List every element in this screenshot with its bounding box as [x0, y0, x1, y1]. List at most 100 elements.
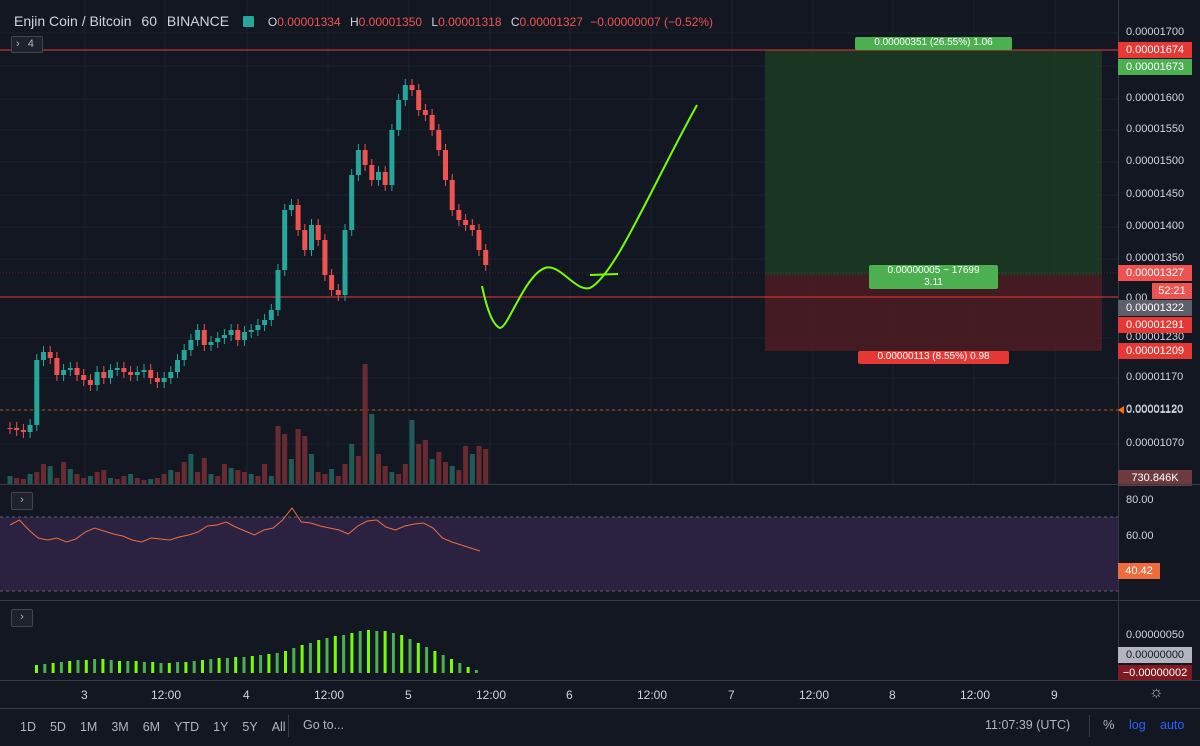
- percent-button[interactable]: %: [1103, 717, 1115, 732]
- candle-body[interactable]: [54, 358, 60, 375]
- candle-body[interactable]: [275, 270, 281, 310]
- symbol-name[interactable]: Enjin Coin / Bitcoin: [14, 13, 132, 29]
- candle-body[interactable]: [456, 210, 462, 220]
- candle-body[interactable]: [255, 325, 261, 330]
- candle-body[interactable]: [463, 220, 469, 225]
- candle-body[interactable]: [235, 330, 241, 340]
- candle-body[interactable]: [128, 372, 134, 375]
- candle-body[interactable]: [74, 368, 80, 375]
- candle-body[interactable]: [369, 165, 375, 180]
- log-button[interactable]: log: [1129, 718, 1146, 732]
- candle-body[interactable]: [389, 130, 395, 185]
- candle-body[interactable]: [436, 130, 442, 150]
- candle-body[interactable]: [282, 210, 288, 270]
- candle-body[interactable]: [141, 370, 147, 372]
- candle-body[interactable]: [248, 330, 254, 332]
- candle-body[interactable]: [342, 230, 348, 295]
- settings-gear-icon[interactable]: ☼: [1149, 684, 1164, 701]
- range-button[interactable]: 1M: [79, 720, 98, 734]
- candle-body[interactable]: [422, 110, 428, 115]
- candle-body[interactable]: [114, 368, 120, 370]
- range-button[interactable]: 5D: [49, 720, 66, 734]
- candle-body[interactable]: [108, 370, 113, 378]
- indicators-toggle[interactable]: › 4: [11, 36, 43, 53]
- rsi-pane[interactable]: ›: [0, 485, 1118, 600]
- goto-button[interactable]: Go to...: [303, 718, 344, 732]
- candle-body[interactable]: [376, 172, 381, 180]
- candle-body[interactable]: [121, 368, 127, 372]
- candle-body[interactable]: [396, 100, 402, 130]
- candle-body[interactable]: [148, 370, 154, 378]
- range-button[interactable]: 1Y: [213, 720, 229, 734]
- candle-body[interactable]: [7, 428, 13, 429]
- profit-label[interactable]: 0.00000351 (26.55%) 1.06: [855, 37, 1012, 50]
- candle-body[interactable]: [449, 180, 455, 210]
- candle-body[interactable]: [483, 250, 489, 265]
- pane-divider[interactable]: [0, 484, 1200, 485]
- interval[interactable]: 60: [141, 13, 157, 29]
- candle-body[interactable]: [41, 352, 46, 360]
- freehand-drawing[interactable]: [481, 104, 698, 330]
- candle-body[interactable]: [27, 425, 33, 432]
- candle-body[interactable]: [429, 115, 435, 130]
- candle-body[interactable]: [288, 205, 294, 210]
- candle-body[interactable]: [409, 85, 415, 90]
- candle-body[interactable]: [215, 338, 221, 342]
- candle-body[interactable]: [309, 225, 314, 250]
- candle-body[interactable]: [355, 150, 361, 175]
- candle-body[interactable]: [81, 375, 87, 380]
- candle-body[interactable]: [67, 368, 73, 370]
- candle-body[interactable]: [175, 360, 180, 372]
- range-button[interactable]: YTD: [174, 720, 200, 734]
- auto-button[interactable]: auto: [1160, 718, 1185, 732]
- candle-body[interactable]: [335, 290, 341, 295]
- candle-body[interactable]: [47, 352, 53, 358]
- candle-body[interactable]: [168, 372, 174, 378]
- clock[interactable]: 11:07:39 (UTC): [985, 718, 1071, 732]
- candle-body[interactable]: [329, 275, 335, 290]
- macd-pane[interactable]: ›: [0, 601, 1118, 680]
- candle-body[interactable]: [14, 428, 20, 430]
- candle-body[interactable]: [20, 430, 26, 432]
- range-button[interactable]: 5Y: [242, 720, 258, 734]
- candle-body[interactable]: [61, 370, 67, 375]
- candle-body[interactable]: [221, 335, 227, 338]
- price-axis[interactable]: [1118, 0, 1200, 680]
- candle-body[interactable]: [362, 150, 368, 165]
- candle-body[interactable]: [101, 372, 107, 378]
- candle-body[interactable]: [469, 225, 475, 230]
- candle-body[interactable]: [161, 378, 167, 382]
- range-button[interactable]: 6M: [142, 720, 161, 734]
- candle-body[interactable]: [262, 320, 268, 325]
- candle-body[interactable]: [268, 310, 274, 320]
- alert-marker-icon[interactable]: [1118, 406, 1124, 414]
- candle-body[interactable]: [443, 150, 448, 180]
- pane-divider-2[interactable]: [0, 600, 1200, 601]
- candle-body[interactable]: [476, 230, 482, 250]
- main-chart-pane[interactable]: Enjin Coin / Bitcoin 60 BINANCE O0.00001…: [0, 0, 1118, 484]
- candle-body[interactable]: [322, 240, 328, 275]
- range-button[interactable]: All: [271, 720, 286, 734]
- entry-label[interactable]: 0.00000005 ~ 17699 3.11: [869, 265, 998, 289]
- candle-body[interactable]: [382, 172, 388, 185]
- macd-toggle[interactable]: ›: [11, 609, 33, 627]
- candle-body[interactable]: [416, 90, 422, 110]
- candle-body[interactable]: [188, 340, 194, 350]
- candle-body[interactable]: [94, 372, 100, 385]
- candle-body[interactable]: [181, 350, 187, 360]
- main-chart-svg[interactable]: [0, 0, 1118, 484]
- rsi-toggle[interactable]: ›: [11, 492, 33, 510]
- candle-body[interactable]: [34, 360, 40, 425]
- candle-body[interactable]: [87, 380, 93, 385]
- candle-body[interactable]: [349, 175, 355, 230]
- candle-body[interactable]: [154, 378, 160, 382]
- candle-body[interactable]: [242, 332, 247, 340]
- candle-body[interactable]: [134, 372, 140, 375]
- loss-label[interactable]: 0.00000113 (8.55%) 0.98: [858, 351, 1009, 364]
- range-button[interactable]: 1D: [20, 720, 36, 734]
- candle-body[interactable]: [402, 85, 408, 100]
- candle-body[interactable]: [201, 330, 207, 345]
- profit-zone[interactable]: [765, 50, 1102, 275]
- candle-body[interactable]: [295, 205, 301, 230]
- candle-body[interactable]: [315, 225, 321, 240]
